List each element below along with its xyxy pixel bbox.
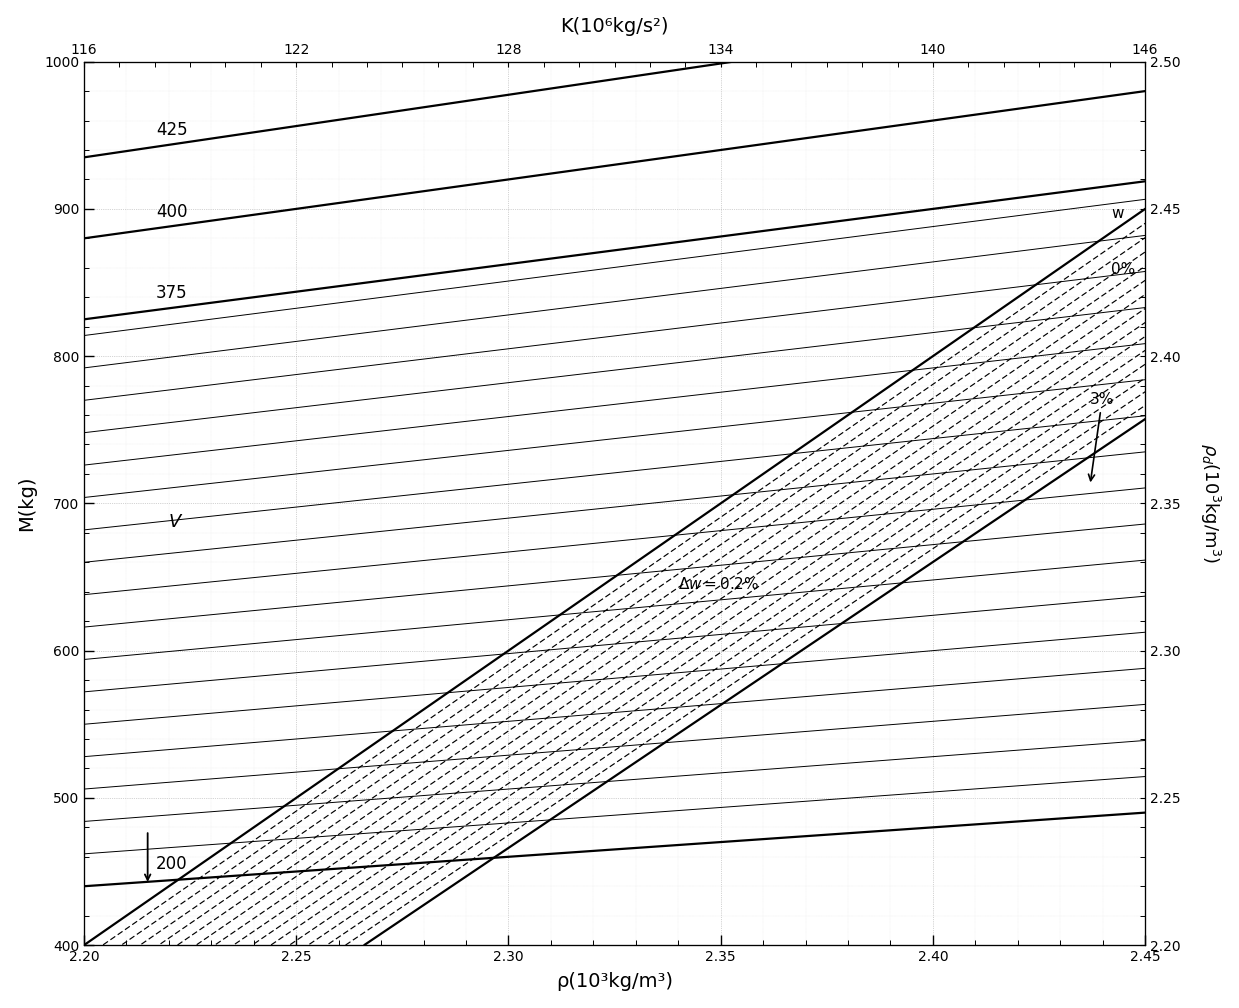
Text: V: V bbox=[169, 513, 181, 531]
Text: 400: 400 bbox=[156, 203, 187, 221]
X-axis label: ρ(10³kg/m³): ρ(10³kg/m³) bbox=[556, 973, 673, 991]
Y-axis label: M(kg): M(kg) bbox=[16, 476, 36, 531]
Y-axis label: $\rho_d$(10$^3$kg/m$^3$): $\rho_d$(10$^3$kg/m$^3$) bbox=[1198, 444, 1223, 563]
Text: w: w bbox=[1111, 206, 1124, 221]
Text: 200: 200 bbox=[156, 855, 188, 873]
Text: 425: 425 bbox=[156, 121, 188, 139]
Text: 3%: 3% bbox=[1089, 392, 1114, 481]
Text: 375: 375 bbox=[156, 284, 188, 302]
X-axis label: K(10⁶kg/s²): K(10⁶kg/s²) bbox=[560, 17, 669, 35]
Text: 0%: 0% bbox=[1111, 262, 1135, 277]
Text: $\Delta w=0.2\%$: $\Delta w=0.2\%$ bbox=[678, 577, 760, 593]
